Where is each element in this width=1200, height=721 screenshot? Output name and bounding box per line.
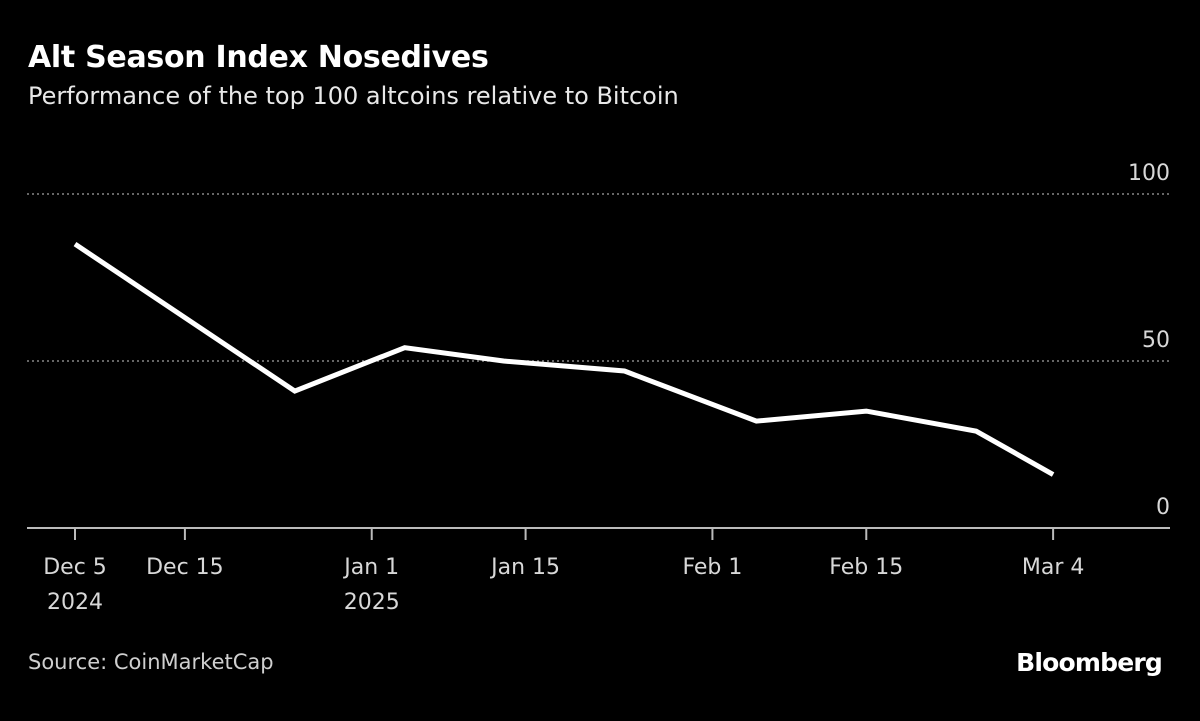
bloomberg-logo: Bloomberg: [1016, 648, 1163, 677]
x-tick-year-label: 2025: [344, 590, 400, 615]
x-tick-label: Dec 15: [146, 555, 224, 580]
x-tick-label: Feb 15: [829, 555, 903, 580]
series-line: [73, 242, 1055, 477]
x-tick-year-label: 2024: [47, 590, 103, 615]
y-tick-label: 0: [1156, 495, 1170, 520]
y-tick-label: 100: [1128, 161, 1170, 186]
y-tick-label: 50: [1142, 328, 1170, 353]
source-note: Source: CoinMarketCap: [28, 650, 274, 674]
chart-title: Alt Season Index Nosedives: [28, 40, 489, 75]
x-tick-label: Jan 1: [342, 555, 399, 580]
x-tick-label: Feb 1: [682, 555, 742, 580]
x-tick-label: Jan 15: [489, 555, 560, 580]
x-tick-label: Dec 5: [43, 555, 107, 580]
chart-subtitle: Performance of the top 100 altcoins rela…: [28, 82, 679, 110]
x-tick-label: Mar 4: [1022, 555, 1085, 580]
